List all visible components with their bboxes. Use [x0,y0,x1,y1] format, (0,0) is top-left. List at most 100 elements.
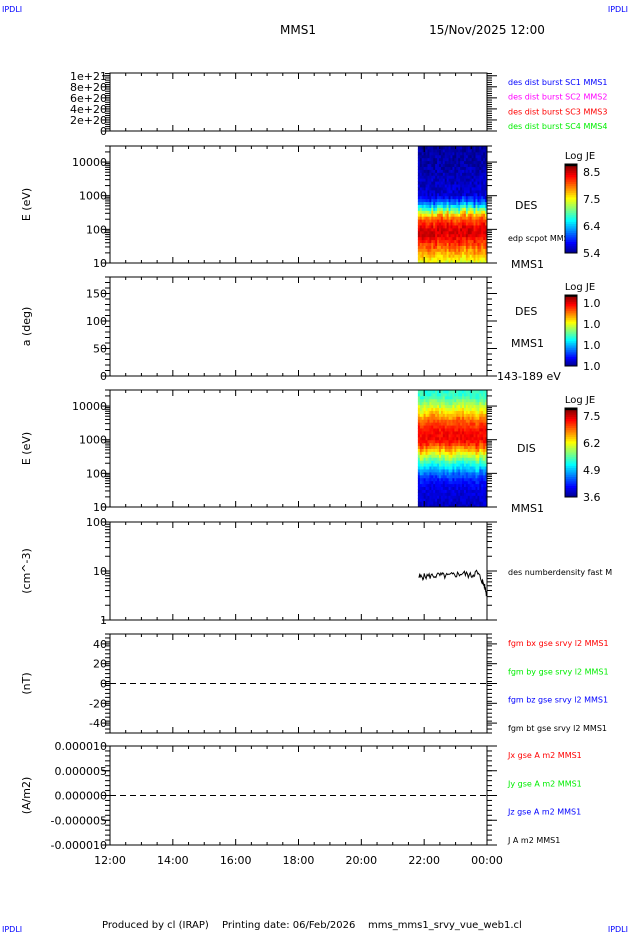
spectrogram-cell [467,445,471,449]
spectrogram-cell [417,401,421,406]
spectrogram-cell [427,260,430,264]
spectrogram-cell [431,181,434,185]
spectrogram-cell [465,466,469,470]
spectrogram-cell [442,445,446,449]
spectrogram-cell [465,224,469,229]
spectrogram-cell [460,175,463,179]
spectrogram-cell [446,425,450,429]
spectrogram-cell [473,151,476,156]
spectrogram-cell [437,157,440,162]
spectrogram-cell [485,504,488,508]
spectrogram-cell [463,178,467,182]
spectrogram-cell [450,251,453,255]
spectrogram-cell [469,492,473,496]
spectrogram-cell [440,154,444,159]
spectrogram-cell [456,433,459,438]
spectrogram-cell [469,233,473,238]
spectrogram-cell [454,501,457,505]
spectrogram-cell [427,486,430,490]
spectrogram-cell [417,233,421,238]
spectrogram-cell [454,181,457,185]
spectrogram-cell [419,433,423,438]
spectrogram-cell [471,207,475,211]
spectrogram-cell [473,146,476,150]
spectrogram-cell [467,501,471,505]
colorbar-cell [565,470,577,474]
spectrogram-cell [440,407,444,411]
spectrogram-cell [419,454,423,458]
spectrogram-cell [465,410,469,414]
spectrogram-cell [462,186,465,191]
spectrogram-cell [419,245,423,249]
spectrogram-cell [419,222,423,226]
spectrogram-cell [429,151,432,156]
spectrogram-cell [448,219,452,223]
spectrogram-cell [473,501,476,505]
spectrogram-cell [481,468,484,473]
spectrogram-cell [475,413,478,417]
corner-label-top-right: IPDLI [608,5,628,14]
spectrogram-cell [473,175,476,179]
spectrogram-cell [463,245,467,249]
spectrogram-cell [444,192,448,197]
spectrogram-cell [419,227,423,232]
spectrogram-cell [479,433,482,438]
spectrogram-cell [442,248,446,252]
spectrogram-cell [439,239,442,244]
y-tick-label: 40 [93,638,107,651]
spectrogram-cell [485,466,488,470]
spectrogram-cell [431,498,434,502]
spectrogram-cell [454,201,457,205]
spectrogram-cell [450,189,453,194]
spectrogram-cell [427,204,430,208]
spectrogram-cell [433,425,436,429]
spectrogram-cell [423,151,427,156]
spectrogram-cell [485,254,488,258]
spectrogram-cell [423,204,427,208]
spectrogram-cell [477,239,480,244]
spectrogram-cell [452,245,455,249]
spectrogram-cell [477,245,480,249]
y-tick-label: -20 [89,697,107,710]
spectrogram-cell [431,254,434,258]
spectrogram-cell [429,207,432,211]
spectrogram-cell [440,439,444,444]
spectrogram-cell [425,495,428,499]
spectrogram-cell [471,163,475,167]
spectrogram-cell [419,189,423,194]
spectrogram-cell [427,404,430,409]
spectrogram-cell [431,460,434,464]
spectrogram-cell [417,492,421,496]
spectrogram-cell [439,257,442,261]
spectrogram-cell [485,430,488,435]
spectrogram-cell [467,498,471,502]
spectrogram-cell [465,401,469,406]
spectrogram-cell [437,390,440,394]
spectrogram-cell [421,480,425,485]
spectrogram-cell [427,210,430,214]
spectrogram-cell [463,219,467,223]
spectrogram-cell [442,483,446,488]
spectrogram-cell [479,480,482,485]
spectrogram-cell [469,466,473,470]
spectrogram-cell [431,468,434,473]
colorbar-cell [565,481,577,485]
spectrogram-cell [444,413,448,417]
spectrogram-cell [454,222,457,226]
spectrogram-cell [463,204,467,208]
spectrogram-cell [473,474,476,479]
spectrogram-cell [469,398,473,403]
spectrogram-cell [460,433,463,438]
spectrogram-cell [454,448,457,452]
spectrogram-cell [448,474,452,479]
spectrogram-cell [446,260,450,264]
spectrogram-cell [417,480,421,485]
legend-label: des dist burst SC4 MMS4 [508,122,607,131]
spectrogram-cell [479,245,482,249]
spectrogram-cell [433,227,436,232]
spectrogram-cell [444,175,448,179]
spectrogram-cell [481,160,484,165]
spectrogram-cell [437,474,440,479]
spectrogram-cell [440,392,444,397]
spectrogram-cell [448,468,452,473]
